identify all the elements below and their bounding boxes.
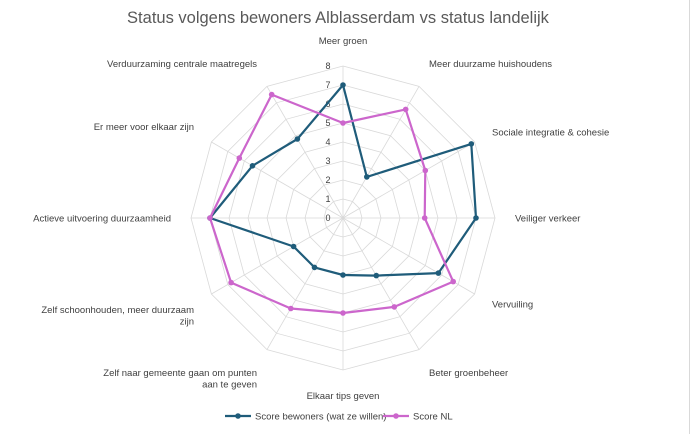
category-label: Zelf naar gemeente gaan om punten aan te …: [103, 368, 257, 391]
category-label: Vervuiling: [492, 300, 533, 311]
data-point: [340, 272, 346, 278]
data-point: [288, 305, 294, 312]
r-tick-label: 4: [325, 137, 330, 147]
category-label: Actieve uitvoering duurzaamheid: [33, 214, 171, 225]
r-tick-label: 5: [325, 118, 330, 128]
data-point: [294, 136, 301, 142]
legend-item: Score NL: [383, 412, 453, 423]
grid-spoke: [342, 217, 420, 350]
data-point: [391, 304, 398, 310]
category-label: Verduurzaming centrale maatregels: [107, 59, 257, 70]
series-layer: [207, 82, 479, 316]
category-label: Veiliger verkeer: [515, 214, 580, 225]
data-point: [207, 215, 213, 221]
r-tick-label: 3: [325, 156, 330, 166]
legend-swatch-marker: [235, 413, 241, 419]
grid-layer: [190, 65, 496, 371]
grid-spoke: [266, 217, 344, 350]
data-point: [364, 174, 370, 180]
grid-spoke: [342, 141, 475, 219]
data-point: [450, 278, 457, 285]
data-point: [236, 155, 243, 161]
data-point: [340, 120, 346, 126]
data-point: [402, 106, 409, 113]
grid-spoke: [266, 86, 344, 219]
legend: Score bewoners (wat ze willen) Score NL: [225, 412, 453, 423]
legend-item: Score bewoners (wat ze willen): [225, 412, 386, 423]
r-tick-label: 0: [325, 213, 330, 223]
data-point: [340, 82, 346, 88]
grid-spoke: [342, 86, 420, 219]
r-tick-label: 2: [325, 175, 330, 185]
grid-spoke: [211, 141, 344, 219]
data-point: [290, 243, 297, 250]
legend-label: Score bewoners (wat ze willen): [255, 412, 386, 423]
series-2: [207, 91, 457, 316]
category-label: Elkaar tips geven: [307, 391, 380, 402]
category-label: Beter groenbeheer: [429, 368, 508, 379]
data-point: [468, 141, 475, 147]
r-tick-label: 7: [325, 80, 330, 90]
category-label: Meer groen: [319, 36, 368, 47]
category-label: Meer duurzame huishoudens: [429, 59, 552, 70]
legend-label: Score NL: [413, 412, 453, 423]
data-point: [373, 272, 380, 279]
data-point: [228, 279, 234, 286]
r-tick-label: 8: [325, 61, 330, 71]
category-labels: Meer groen Meer duurzame huishoudens Socia…: [33, 36, 609, 402]
data-point: [311, 264, 318, 271]
data-point: [340, 310, 346, 316]
category-label: Er meer voor elkaar zijn: [94, 122, 194, 133]
data-point: [435, 270, 442, 276]
category-label: Sociale integratie & cohesie: [492, 128, 609, 139]
series-1: [207, 82, 479, 279]
data-point: [473, 215, 479, 221]
data-point: [422, 167, 429, 174]
chart-title: Status volgens bewoners Alblasserdam vs …: [127, 9, 550, 27]
r-tick-label: 1: [325, 194, 330, 204]
data-point: [249, 163, 256, 169]
data-point: [268, 91, 275, 98]
legend-swatch-marker: [393, 413, 399, 419]
category-label: Zelf schoonhouden, meer duurzaam zijn: [41, 305, 194, 328]
data-point: [421, 215, 428, 221]
